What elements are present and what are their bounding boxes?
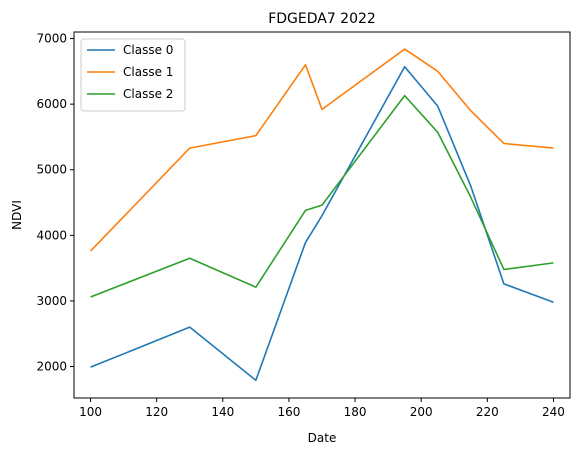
x-axis: 100 120 140 160 180 200 220 240 xyxy=(79,398,565,419)
legend-box xyxy=(80,38,186,112)
x-tick-label: 200 xyxy=(410,405,433,419)
y-tick-label: 4000 xyxy=(36,228,67,242)
plot-frame xyxy=(73,31,571,399)
x-tick-label: 140 xyxy=(211,405,234,419)
x-tick-label: 240 xyxy=(542,405,565,419)
legend-label-0: Classe 0 xyxy=(123,43,173,57)
series-line-1 xyxy=(89,48,554,252)
y-tick-label: 3000 xyxy=(36,294,67,308)
x-tick-label: 160 xyxy=(277,405,300,419)
y-tick-label: 5000 xyxy=(36,163,67,177)
legend-label-1: Classe 1 xyxy=(123,65,173,79)
y-tick-label: 2000 xyxy=(36,360,67,374)
x-tick-label: 120 xyxy=(145,405,168,419)
x-tick-label: 180 xyxy=(344,405,367,419)
y-tick-label: 7000 xyxy=(36,32,67,46)
x-axis-label: Date xyxy=(308,431,337,445)
series-line-2 xyxy=(90,94,554,298)
legend-label-2: Classe 2 xyxy=(123,87,173,101)
chart-title: FDGEDA7 2022 xyxy=(268,11,376,27)
x-tick-label: 220 xyxy=(476,405,499,419)
legend: Classe 0 Classe 1 Classe 2 xyxy=(80,38,186,112)
x-tick-label: 100 xyxy=(79,405,102,419)
series-lines xyxy=(89,48,554,382)
y-axis: 2000 3000 4000 5000 6000 7000 xyxy=(36,32,74,374)
y-axis-label: NDVI xyxy=(10,200,24,230)
y-tick-label: 6000 xyxy=(36,97,67,111)
